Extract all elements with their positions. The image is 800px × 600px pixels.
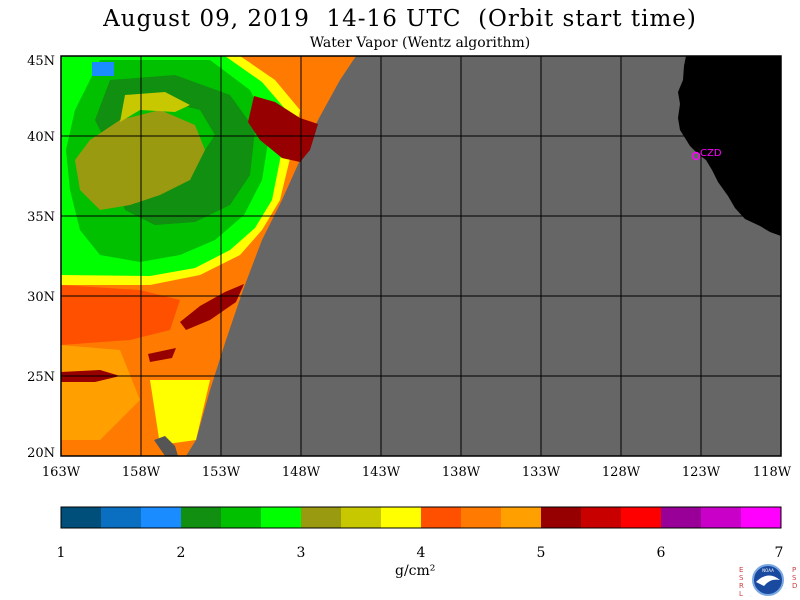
colorbar-unit: g/cm² xyxy=(395,563,436,579)
vapor-3.7-4.0b xyxy=(150,380,210,445)
colorbar-swatch xyxy=(181,507,222,528)
lon-label-123w: 123W xyxy=(682,465,721,480)
chart-title: August 09, 2019 14-16 UTC (Orbit start t… xyxy=(103,6,697,32)
colorbar-swatch xyxy=(301,507,342,528)
colorbar-swatch xyxy=(61,507,102,528)
lon-label-118w: 118W xyxy=(753,465,792,480)
colorbar-swatch xyxy=(261,507,302,528)
colorbar-swatch xyxy=(381,507,422,528)
colorbar-swatch xyxy=(101,507,142,528)
lat-labels: 45N 40N 35N 30N 25N 20N xyxy=(27,54,55,461)
vapor-4.0-4.3 xyxy=(61,285,180,345)
lon-labels: 163W 158W 153W 148W 143W 138W 133W 128W … xyxy=(42,465,792,480)
colorbar-tick-6: 6 xyxy=(657,545,666,561)
colorbar-swatch xyxy=(341,507,382,528)
chart-subtitle: Water Vapor (Wentz algorithm) xyxy=(309,35,531,51)
colorbar-tick-labels: 1 2 3 4 5 6 7 xyxy=(57,545,784,561)
map-frame xyxy=(60,55,782,457)
colorbar-tick-7: 7 xyxy=(775,545,784,561)
station-label: CZD xyxy=(700,148,722,159)
lat-label-45n: 45N xyxy=(27,54,55,69)
colorbar-swatch xyxy=(581,507,622,528)
colorbar-tick-3: 3 xyxy=(297,545,306,561)
no-data-islands xyxy=(154,436,178,456)
lat-label-30n: 30N xyxy=(27,290,55,305)
colorbar-swatch xyxy=(141,507,182,528)
lon-label-128w: 128W xyxy=(602,465,641,480)
colorbar-tick-5: 5 xyxy=(537,545,546,561)
colorbar-tick-4: 4 xyxy=(417,545,426,561)
colorbar-swatch xyxy=(541,507,582,528)
lon-label-133w: 133W xyxy=(522,465,561,480)
colorbar-swatch xyxy=(661,507,702,528)
lat-label-35n: 35N xyxy=(27,210,55,225)
lat-label-40n: 40N xyxy=(27,130,55,145)
colorbar-tick-2: 2 xyxy=(177,545,186,561)
map-field xyxy=(61,56,781,456)
colorbar-swatch xyxy=(461,507,502,528)
lon-label-158w: 158W xyxy=(122,465,161,480)
lat-label-20n: 20N xyxy=(27,446,55,461)
vapor-1.7-2.0 xyxy=(92,62,114,76)
colorbar-swatch xyxy=(741,507,782,528)
colorbar-frame xyxy=(60,506,782,529)
lon-label-163w: 163W xyxy=(42,465,81,480)
colorbar-swatch xyxy=(701,507,742,528)
colorbar-tick-1: 1 xyxy=(57,545,66,561)
colorbar-swatch xyxy=(221,507,262,528)
vapor-3.0-3.3 xyxy=(75,110,205,210)
vapor-5.0-5.3d xyxy=(148,348,176,362)
lon-label-138w: 138W xyxy=(442,465,481,480)
colorbar-swatch xyxy=(501,507,542,528)
station-marker xyxy=(691,151,701,161)
colorbar-swatch xyxy=(621,507,662,528)
noaa-emblem-text: NOAA xyxy=(762,568,774,573)
noaa-emblem-bird xyxy=(756,575,780,586)
vapor-3.3-3.7 xyxy=(120,92,190,122)
lat-lon-grid xyxy=(61,56,781,456)
colorbar xyxy=(60,506,782,529)
lon-label-148w: 148W xyxy=(282,465,321,480)
vapor-4.5-5.0 xyxy=(61,345,140,440)
lat-label-25n: 25N xyxy=(27,370,55,385)
colorbar-swatch xyxy=(421,507,462,528)
lon-label-153w: 153W xyxy=(202,465,241,480)
land-region xyxy=(678,56,781,236)
lon-label-143w: 143W xyxy=(362,465,401,480)
